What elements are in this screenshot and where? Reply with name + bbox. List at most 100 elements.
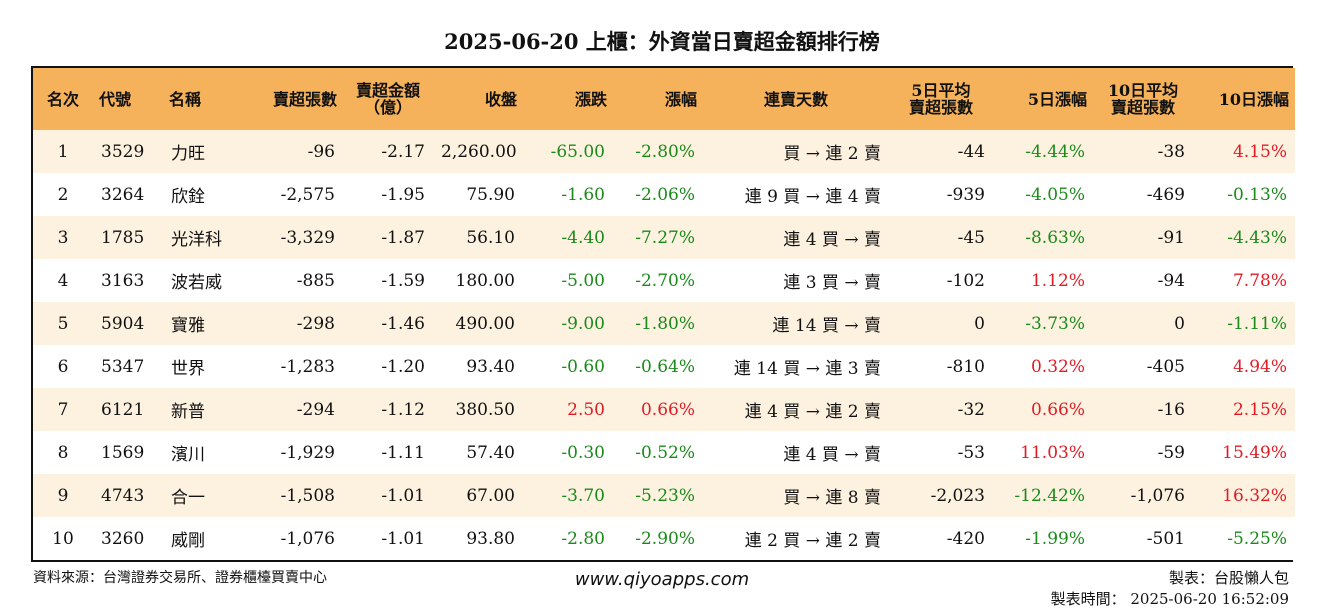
cell-code: 5347 <box>93 345 163 388</box>
table-row: 8 1569 濱川 -1,929 -1.11 57.40 -0.30 -0.52% 連 4 買 … <box>33 431 1295 474</box>
cell-sell-shares: -1,929 <box>243 431 343 474</box>
header-streak: 連賣天數 <box>703 68 889 130</box>
cell-change: -5.00 <box>523 259 613 302</box>
cell-avg5: 0 <box>889 302 993 345</box>
header-rank: 名次 <box>33 68 93 130</box>
cell-avg10: -91 <box>1093 216 1193 259</box>
cell-pct10: 15.49% <box>1193 431 1295 474</box>
cell-pct5: -1.99% <box>993 517 1093 560</box>
cell-change-pct: -0.64% <box>613 345 703 388</box>
table-row: 1 3529 力旺 -96 -2.17 2,260.00 -65.00 -2.80% 買 → 連… <box>33 130 1295 173</box>
cell-avg10: -501 <box>1093 517 1193 560</box>
cell-streak: 連 9 買 → 連 4 賣 <box>703 173 889 216</box>
cell-close: 75.90 <box>433 173 523 216</box>
table-row: 5 5904 寶雅 -298 -1.46 490.00 -9.00 -1.80% 連 14 買 … <box>33 302 1295 345</box>
cell-change: -0.60 <box>523 345 613 388</box>
cell-change: -4.40 <box>523 216 613 259</box>
header-avg10-line1: 10日平均 <box>1107 81 1179 100</box>
cell-close: 93.40 <box>433 345 523 388</box>
cell-code: 4743 <box>93 474 163 517</box>
header-change: 漲跌 <box>523 68 613 130</box>
cell-name: 濱川 <box>163 431 243 474</box>
cell-sell-amount: -1.95 <box>343 173 433 216</box>
cell-sell-shares: -1,283 <box>243 345 343 388</box>
cell-sell-amount: -1.12 <box>343 388 433 431</box>
cell-sell-amount: -1.11 <box>343 431 433 474</box>
header-code: 代號 <box>93 68 163 130</box>
cell-name: 波若威 <box>163 259 243 302</box>
cell-streak: 買 → 連 8 賣 <box>703 474 889 517</box>
cell-sell-shares: -294 <box>243 388 343 431</box>
cell-rank: 2 <box>33 173 93 216</box>
cell-change-pct: -2.70% <box>613 259 703 302</box>
cell-change: -65.00 <box>523 130 613 173</box>
table-maker: 製表：台股懶人包 <box>1168 569 1289 587</box>
cell-streak: 連 3 買 → 賣 <box>703 259 889 302</box>
cell-pct5: -4.44% <box>993 130 1093 173</box>
cell-name: 新普 <box>163 388 243 431</box>
cell-sell-shares: -1,508 <box>243 474 343 517</box>
header-close: 收盤 <box>433 68 523 130</box>
cell-name: 世界 <box>163 345 243 388</box>
cell-pct10: 4.94% <box>1193 345 1295 388</box>
cell-avg5: -939 <box>889 173 993 216</box>
header-sell-shares: 賣超張數 <box>243 68 343 130</box>
cell-rank: 9 <box>33 474 93 517</box>
cell-rank: 4 <box>33 259 93 302</box>
cell-code: 1785 <box>93 216 163 259</box>
cell-avg5: -420 <box>889 517 993 560</box>
cell-change-pct: -2.06% <box>613 173 703 216</box>
cell-code: 3529 <box>93 130 163 173</box>
cell-pct5: 0.32% <box>993 345 1093 388</box>
header-avg5: 5日平均 賣超張數 <box>889 68 993 130</box>
cell-change: 2.50 <box>523 388 613 431</box>
cell-pct10: -0.13% <box>1193 173 1295 216</box>
cell-code: 3264 <box>93 173 163 216</box>
cell-sell-amount: -1.46 <box>343 302 433 345</box>
cell-rank: 3 <box>33 216 93 259</box>
cell-rank: 8 <box>33 431 93 474</box>
cell-avg10: -469 <box>1093 173 1193 216</box>
cell-sell-amount: -1.59 <box>343 259 433 302</box>
cell-change-pct: 0.66% <box>613 388 703 431</box>
cell-name: 光洋科 <box>163 216 243 259</box>
cell-change: -0.30 <box>523 431 613 474</box>
header-change-pct: 漲幅 <box>613 68 703 130</box>
cell-avg5: -45 <box>889 216 993 259</box>
cell-streak: 買 → 連 2 賣 <box>703 130 889 173</box>
cell-pct10: 2.15% <box>1193 388 1295 431</box>
cell-avg10: -59 <box>1093 431 1193 474</box>
cell-name: 力旺 <box>163 130 243 173</box>
cell-rank: 10 <box>33 517 93 560</box>
cell-pct10: -5.25% <box>1193 517 1295 560</box>
cell-avg10: -1,076 <box>1093 474 1193 517</box>
table-row: 4 3163 波若威 -885 -1.59 180.00 -5.00 -2.70% 連 3 買 … <box>33 259 1295 302</box>
header-sell-amount: 賣超金額 （億） <box>343 68 433 130</box>
cell-close: 67.00 <box>433 474 523 517</box>
website-link[interactable]: www.qiyoapps.com <box>574 569 750 590</box>
cell-pct5: 1.12% <box>993 259 1093 302</box>
cell-code: 3260 <box>93 517 163 560</box>
cell-close: 56.10 <box>433 216 523 259</box>
cell-name: 合一 <box>163 474 243 517</box>
cell-close: 380.50 <box>433 388 523 431</box>
cell-rank: 7 <box>33 388 93 431</box>
cell-avg10: -16 <box>1093 388 1193 431</box>
header-sell-amount-line1: 賣超金額 <box>355 81 420 100</box>
cell-sell-shares: -96 <box>243 130 343 173</box>
table-row: 6 5347 世界 -1,283 -1.20 93.40 -0.60 -0.64% 連 14 買… <box>33 345 1295 388</box>
cell-close: 180.00 <box>433 259 523 302</box>
header-row: 名次 代號 名稱 賣超張數 賣超金額 （億） 收盤 漲跌 漲幅 連賣天數 5日平… <box>33 68 1295 130</box>
cell-streak: 連 4 買 → 連 2 賣 <box>703 388 889 431</box>
cell-rank: 6 <box>33 345 93 388</box>
cell-name: 威剛 <box>163 517 243 560</box>
cell-pct10: -1.11% <box>1193 302 1295 345</box>
cell-avg10: 0 <box>1093 302 1193 345</box>
header-avg5-line2: 賣超張數 <box>908 98 973 117</box>
table-time: 製表時間： 2025-06-20 16:52:09 <box>1050 590 1289 608</box>
cell-rank: 5 <box>33 302 93 345</box>
cell-change: -3.70 <box>523 474 613 517</box>
cell-name: 欣銓 <box>163 173 243 216</box>
cell-pct10: 16.32% <box>1193 474 1295 517</box>
cell-change-pct: -1.80% <box>613 302 703 345</box>
